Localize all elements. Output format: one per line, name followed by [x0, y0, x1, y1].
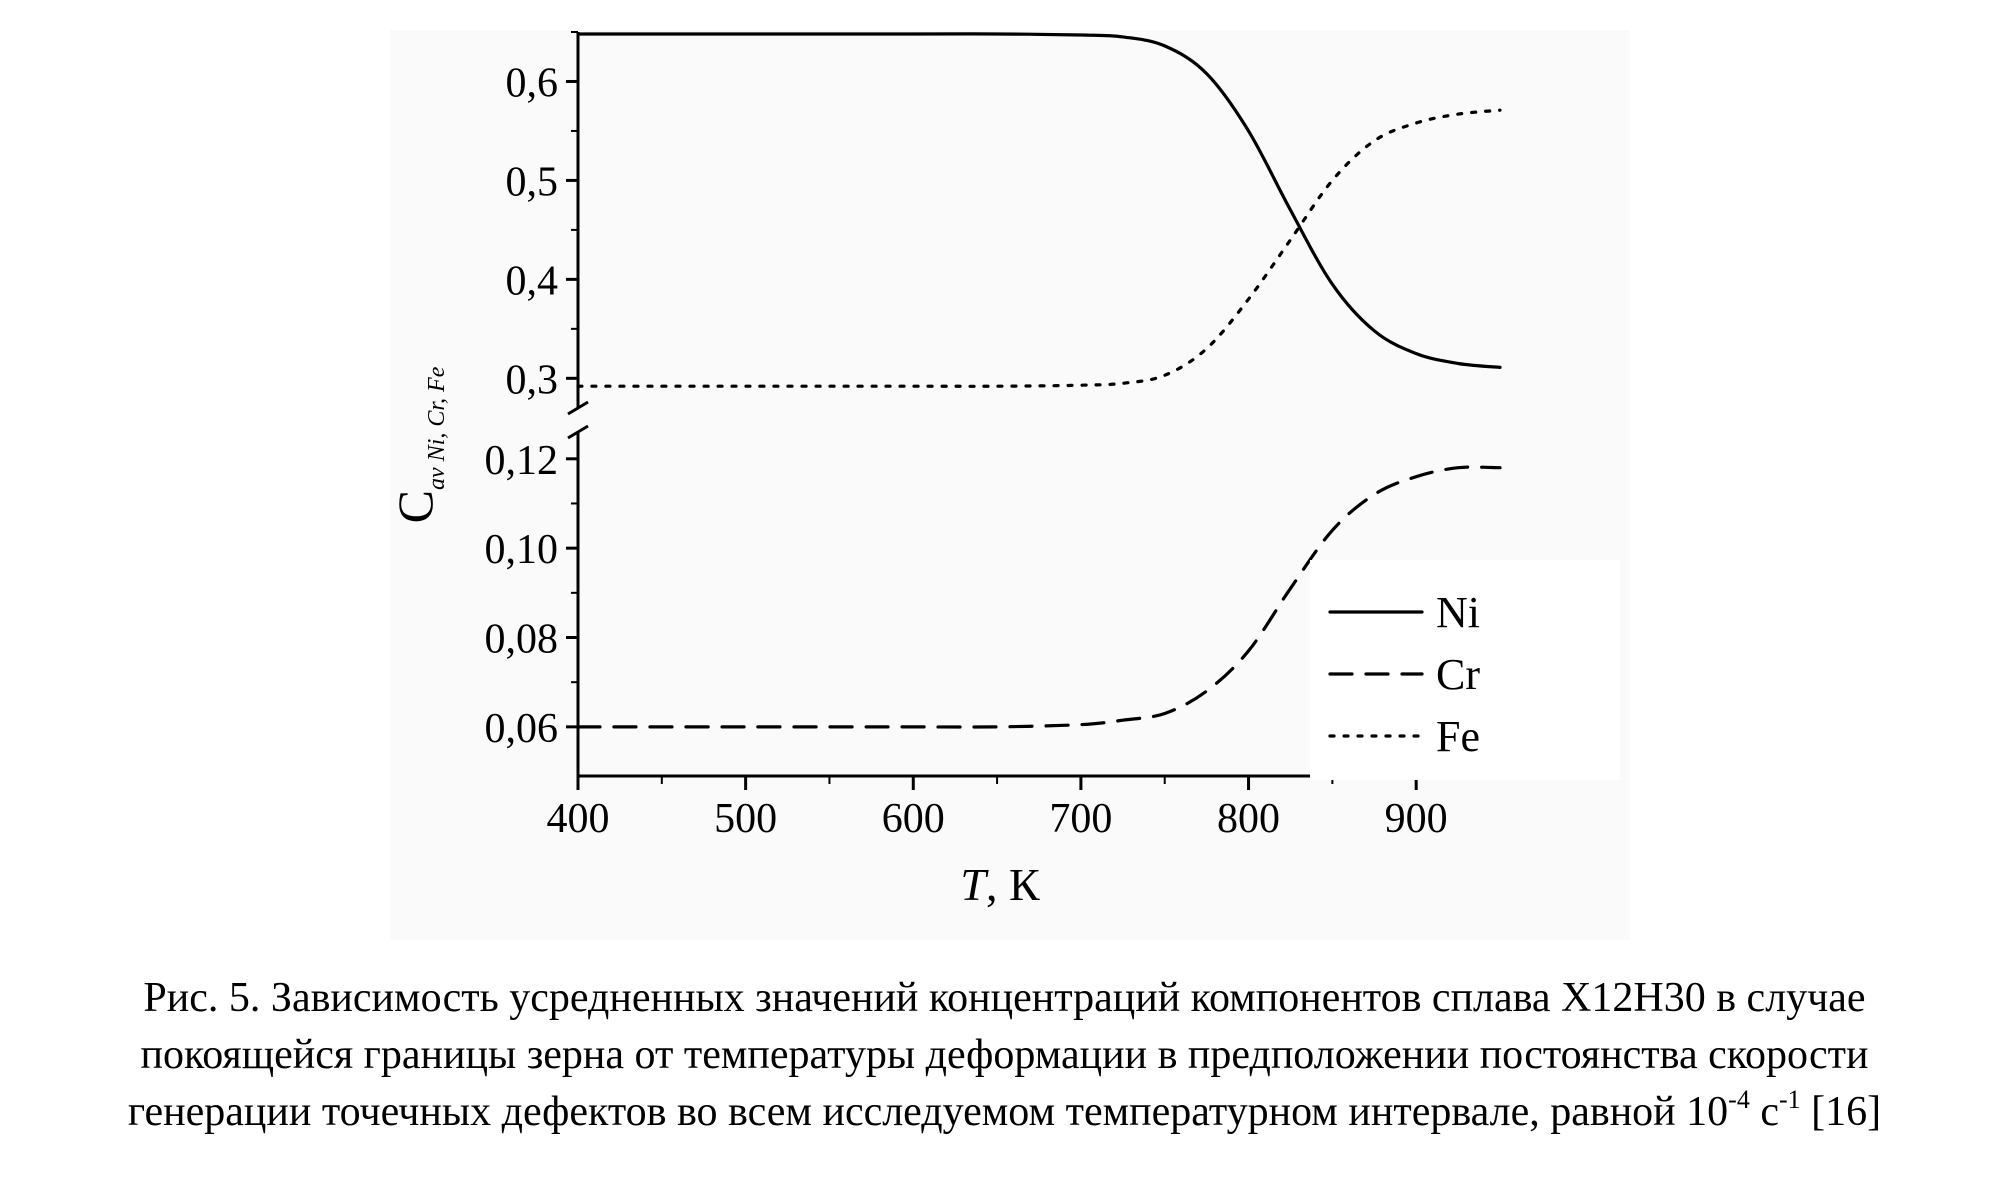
x-axis-label-variable: T: [960, 859, 989, 910]
series-line-fe: [576, 108, 1502, 388]
y-tick-label-lower: 0,10: [485, 527, 559, 573]
x-tick-label: 700: [1049, 796, 1112, 842]
series-lines: [576, 32, 1502, 729]
legend-label-cr: Cr: [1436, 650, 1480, 699]
y-axis-label-subscript: av Ni, Cr, Fe: [424, 366, 450, 490]
caption-line-3-end: [16]: [1800, 1089, 1882, 1135]
y-tick-label-upper: 0,6: [506, 60, 559, 106]
legend: Ni Cr Fe: [1310, 560, 1620, 780]
y-tick-label-lower: 0,06: [485, 706, 559, 752]
axis-break-mark-1: [567, 400, 589, 416]
y-tick-label-upper: 0,5: [506, 159, 559, 205]
series-line-ni: [576, 32, 1502, 369]
caption-line-3-mid: с: [1749, 1089, 1779, 1135]
caption-line-2: покоящейся границы зерна от температуры …: [140, 1032, 1869, 1078]
x-tick-label: 600: [882, 796, 945, 842]
x-tick-label: 800: [1217, 796, 1280, 842]
y-axis-label: Cav Ni, Cr, Fe: [387, 366, 450, 523]
series-line-cr: [576, 465, 1502, 729]
x-tick-label: 400: [547, 796, 610, 842]
figure-caption: Рис. 5. Зависимость усредненных значений…: [10, 970, 1999, 1141]
x-axis-label: T, К: [960, 859, 1040, 910]
chart-svg: 400 500 600 700 800 900 0,3 0,4 0,5 0,6 0,06 0,08 0,…: [387, 30, 1630, 940]
legend-label-fe: Fe: [1436, 712, 1480, 761]
axis-break-mark-2: [567, 424, 589, 440]
chart-figure: 400 500 600 700 800 900 0,3 0,4 0,5 0,6 0,06 0,08 0,…: [387, 30, 1630, 940]
y-tick-label-upper: 0,4: [506, 258, 559, 304]
caption-line-3-start: генерации точечных дефектов во всем иссл…: [127, 1089, 1729, 1135]
y-tick-label-lower: 0,08: [485, 617, 559, 663]
y-axis-label-main: C: [387, 490, 443, 523]
chart-backdrop: [390, 30, 1630, 940]
x-tick-label: 900: [1385, 796, 1448, 842]
legend-box: [1310, 560, 1620, 780]
axes-group: 400 500 600 700 800 900 0,3 0,4 0,5 0,6 0,06 0,08 0,…: [485, 31, 1500, 842]
legend-label-ni: Ni: [1436, 588, 1480, 637]
caption-exponent-2: -1: [1778, 1085, 1801, 1114]
caption-line-3: генерации точечных дефектов во всем иссл…: [10, 1084, 1999, 1141]
x-tick-label: 500: [714, 796, 777, 842]
caption-exponent-1: -4: [1728, 1085, 1750, 1114]
x-axis-label-unit: , К: [986, 859, 1040, 910]
y-tick-label-upper: 0,3: [506, 357, 559, 403]
y-tick-label-lower: 0,12: [485, 438, 559, 484]
caption-line-1: Рис. 5. Зависимость усредненных значений…: [143, 975, 1866, 1021]
